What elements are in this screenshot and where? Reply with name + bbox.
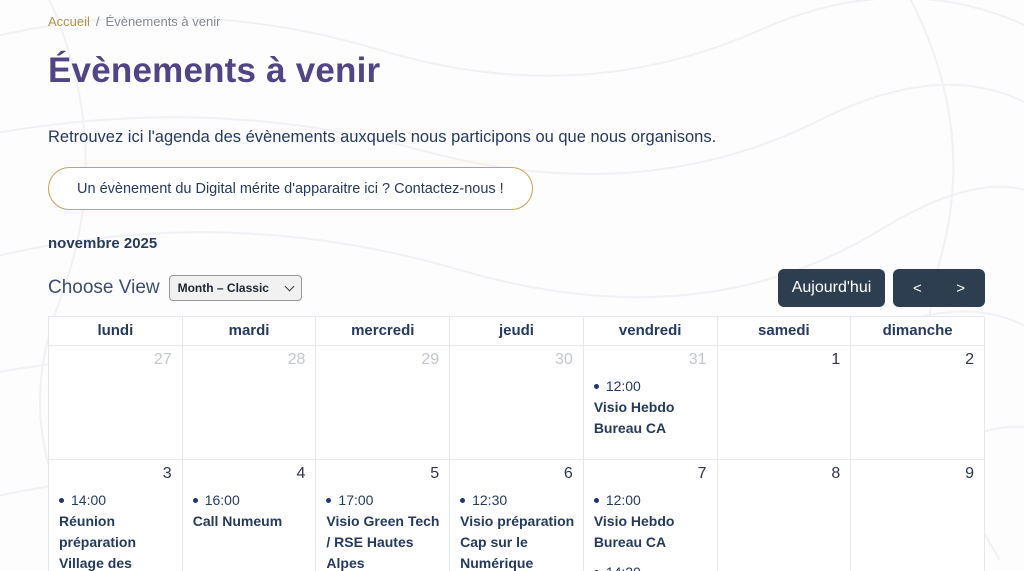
event-title: Visio Hebdo Bureau CA (593, 513, 675, 550)
event-time: 17:00 (326, 490, 443, 511)
calendar-event[interactable]: 12:00 Visio Hebdo Bureau CA (584, 490, 717, 555)
calendar-event[interactable]: 16:00 Call Numeum (183, 490, 316, 534)
breadcrumb-current: Évènements à venir (105, 14, 221, 29)
day-number: 28 (287, 351, 306, 368)
day-cell: 29 (315, 345, 451, 460)
calendar-header: lundi mardi mercredi jeudi vendredi same… (48, 316, 985, 346)
event-title: Visio Hebdo Bureau CA (593, 399, 675, 436)
event-title: Réunion préparation Village des métiers … (59, 513, 137, 571)
breadcrumb-separator: / (95, 14, 100, 29)
day-cell: 28 (181, 345, 317, 460)
event-time: 12:30 (460, 490, 577, 511)
event-bullet-icon (59, 498, 64, 503)
day-cell: 6 12:30 Visio préparation Cap sur le Numér… (449, 459, 584, 571)
day-number: 30 (555, 351, 573, 368)
event-bullet-icon (593, 384, 599, 389)
day-cell: 2 (850, 345, 985, 460)
calendar-body: 27 28 29 30 31 12:00 Visio Hebdo Bureau CA 1 2 3 1… (48, 345, 985, 571)
view-select-wrap: Month – Classic (168, 275, 302, 301)
day-number: 4 (296, 465, 306, 482)
day-header-vendredi: vendredi (582, 316, 718, 346)
day-number: 27 (153, 351, 172, 368)
day-header-mardi: mardi (181, 316, 317, 346)
day-header-lundi: lundi (48, 316, 183, 346)
contact-cta-button[interactable]: Un évènement du Digital mérite d'apparai… (48, 167, 533, 210)
day-number: 7 (697, 465, 707, 482)
view-select[interactable]: Month – Classic (168, 275, 302, 301)
day-cell: 5 17:00 Visio Green Tech / RSE Hautes Alpe… (315, 459, 451, 571)
day-header-mercredi: mercredi (315, 316, 451, 346)
event-time: 16:00 (192, 490, 310, 511)
calendar-event[interactable]: 12:30 Visio préparation Cap sur le Numéri… (450, 490, 583, 571)
day-cell: 27 (48, 345, 183, 460)
calendar-event[interactable]: 14:30 (584, 562, 717, 571)
day-header-dimanche: dimanche (850, 316, 985, 346)
day-number: 31 (688, 351, 707, 368)
day-number: 2 (965, 351, 974, 368)
event-time: 12:00 (593, 376, 711, 397)
calendar-event[interactable]: 17:00 Visio Green Tech / RSE Hautes Alpes (316, 490, 449, 571)
month-nav-group: < > (893, 269, 985, 307)
month-label: novembre 2025 (48, 235, 158, 252)
day-cell: 9 (850, 459, 985, 571)
calendar-controls: Choose View Month – Classic Aujourd'hui … (48, 269, 985, 307)
day-header-samedi: samedi (716, 316, 852, 346)
breadcrumb: Accueil / Évènements à venir (48, 14, 985, 29)
event-time: 14:00 (59, 490, 176, 511)
day-number: 3 (162, 465, 172, 482)
day-cell: 30 (449, 345, 584, 460)
day-number: 5 (430, 465, 440, 482)
event-title: Call Numeum (192, 513, 283, 529)
day-number: 6 (563, 465, 573, 482)
event-bullet-icon (460, 498, 466, 503)
calendar-week-row: 27 28 29 30 31 12:00 Visio Hebdo Bureau CA 1 2 (48, 345, 985, 460)
event-title: Visio préparation Cap sur le Numérique (460, 513, 575, 571)
day-cell: 8 (716, 459, 852, 571)
day-number: 8 (831, 465, 841, 482)
page-intro: Retrouvez ici l'agenda des évènements au… (48, 128, 717, 146)
event-bullet-icon (593, 498, 599, 503)
calendar-grid: lundi mardi mercredi jeudi vendredi same… (48, 316, 985, 571)
day-cell: 31 12:00 Visio Hebdo Bureau CA (582, 345, 718, 460)
day-cell: 1 (716, 345, 852, 460)
day-number: 29 (421, 351, 440, 368)
event-time: 14:30 (593, 562, 711, 571)
event-time: 12:00 (593, 490, 711, 511)
today-button[interactable]: Aujourd'hui (778, 269, 885, 307)
day-header-jeudi: jeudi (449, 316, 584, 346)
day-number: 9 (965, 465, 974, 482)
day-cell: 4 16:00 Call Numeum (181, 459, 317, 571)
event-bullet-icon (326, 498, 332, 503)
event-bullet-icon (192, 498, 198, 503)
choose-view-label: Choose View (48, 277, 160, 298)
day-number: 1 (831, 351, 841, 368)
breadcrumb-home-link[interactable]: Accueil (48, 14, 90, 29)
page-title: Évènements à venir (48, 51, 381, 90)
event-title: Visio Green Tech / RSE Hautes Alpes (326, 513, 440, 571)
previous-month-button[interactable]: < (907, 276, 928, 301)
calendar-event[interactable]: 12:00 Visio Hebdo Bureau CA (584, 376, 717, 441)
next-month-button[interactable]: > (950, 276, 971, 301)
